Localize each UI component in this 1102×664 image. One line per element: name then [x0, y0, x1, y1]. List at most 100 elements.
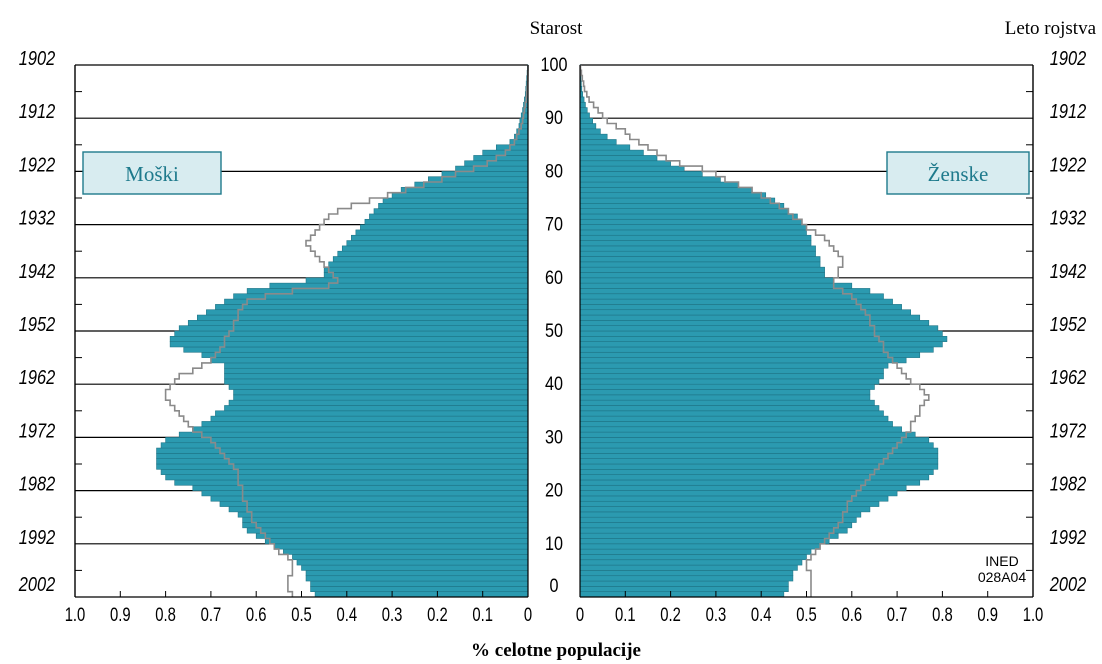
axes [74, 65, 1034, 598]
female-bar [579, 218, 803, 225]
female-bar [579, 495, 889, 502]
male-bar [246, 527, 529, 534]
female-bar [579, 426, 902, 433]
female-bar [579, 516, 857, 523]
male-bar [215, 410, 529, 417]
male-bar [228, 506, 529, 513]
x-axis-label: % celotne populacije [471, 640, 641, 661]
female-bar [579, 554, 807, 561]
age-tick-label: 90 [545, 107, 563, 129]
male-bar [301, 564, 529, 571]
year-tick-label-left: 1962 [19, 366, 55, 389]
year-tick-label-left: 1972 [19, 419, 55, 442]
comparison-outlines [164, 65, 930, 597]
female-bar [579, 575, 794, 582]
female-bar [579, 490, 898, 497]
female-bar [579, 133, 608, 140]
male-bar [305, 575, 529, 582]
female-bar [579, 123, 597, 130]
male-bar [187, 320, 529, 326]
female-bar [579, 543, 821, 550]
female-bar [579, 304, 902, 311]
male-bar [242, 522, 529, 529]
female-bar [579, 171, 703, 178]
female-bar [579, 165, 685, 172]
male-bar [310, 580, 529, 587]
x-tick-label: 0.6 [842, 604, 863, 625]
male-bar [360, 224, 529, 231]
year-tick-label-right: 1982 [1050, 472, 1086, 495]
male-bar [305, 570, 529, 577]
male-label: Moški [125, 162, 179, 186]
year-tick-label-right: 1972 [1050, 419, 1086, 442]
female-bar [579, 96, 585, 103]
female-bar [579, 564, 798, 571]
female-bar [579, 421, 893, 428]
male-bar [283, 548, 529, 555]
year-tick-label-left: 1932 [19, 206, 55, 229]
year-tick-label-left: 2002 [18, 572, 55, 595]
x-tick-label: 0.9 [110, 604, 131, 625]
female-bar [579, 548, 812, 555]
male-bar [192, 426, 529, 433]
male-bar [473, 155, 529, 162]
female-bar [579, 101, 586, 108]
female-bar [579, 245, 816, 252]
male-bar [237, 511, 529, 518]
male-bar [224, 367, 529, 374]
year-tick-label-right: 2002 [1049, 572, 1086, 595]
female-bar [579, 330, 943, 337]
female-bar [579, 341, 943, 348]
male-bar [323, 272, 529, 279]
male-bar [310, 586, 529, 592]
x-tick-label: 0.3 [706, 604, 727, 625]
male-bar [369, 213, 529, 220]
year-tick-label-left: 1942 [19, 259, 55, 282]
age-tick-label: 30 [545, 426, 563, 448]
male-bar [201, 421, 529, 428]
female-bar [579, 405, 880, 412]
male-outline [164, 65, 529, 597]
male-bar [224, 405, 529, 412]
male-bar [224, 378, 529, 385]
annotation-line-1: INED [985, 553, 1018, 569]
female-bar [579, 181, 739, 188]
female-bar [579, 144, 631, 151]
male-bar [428, 176, 529, 183]
male-bar [296, 559, 529, 566]
female-bar [579, 378, 880, 385]
female-bar [579, 117, 593, 124]
male-bar [156, 458, 529, 465]
male-bar [346, 240, 529, 247]
female-bar [579, 506, 871, 513]
ined-annotation: INED 028A04 [978, 553, 1026, 585]
female-bars [579, 64, 948, 598]
male-bar [242, 516, 529, 523]
female-bar [579, 346, 934, 353]
female-outline [579, 65, 930, 597]
female-bar [579, 213, 798, 220]
male-bar [305, 277, 529, 284]
female-bar [579, 277, 834, 284]
x-tick-label: 0.1 [615, 604, 636, 625]
x-tick-label: 0.4 [751, 604, 772, 625]
male-bar [156, 447, 529, 454]
year-tick-label-right: 1932 [1050, 206, 1086, 229]
male-bar [183, 346, 529, 353]
female-bar [579, 373, 884, 380]
x-tick-label: 1.0 [65, 604, 86, 625]
x-tick-label: 0.8 [155, 604, 176, 625]
female-bar [579, 591, 785, 598]
female-bar [579, 362, 889, 369]
male-bar [215, 304, 529, 311]
age-tick-label: 80 [545, 160, 563, 182]
male-bar [255, 532, 529, 539]
male-bar [228, 399, 529, 406]
male-bar [228, 383, 529, 390]
year-tick-label-left: 1902 [19, 46, 55, 69]
female-bar [579, 149, 644, 156]
male-bar [414, 181, 529, 188]
male-bar [156, 463, 529, 470]
female-bar [579, 288, 871, 295]
male-bar [337, 250, 529, 257]
